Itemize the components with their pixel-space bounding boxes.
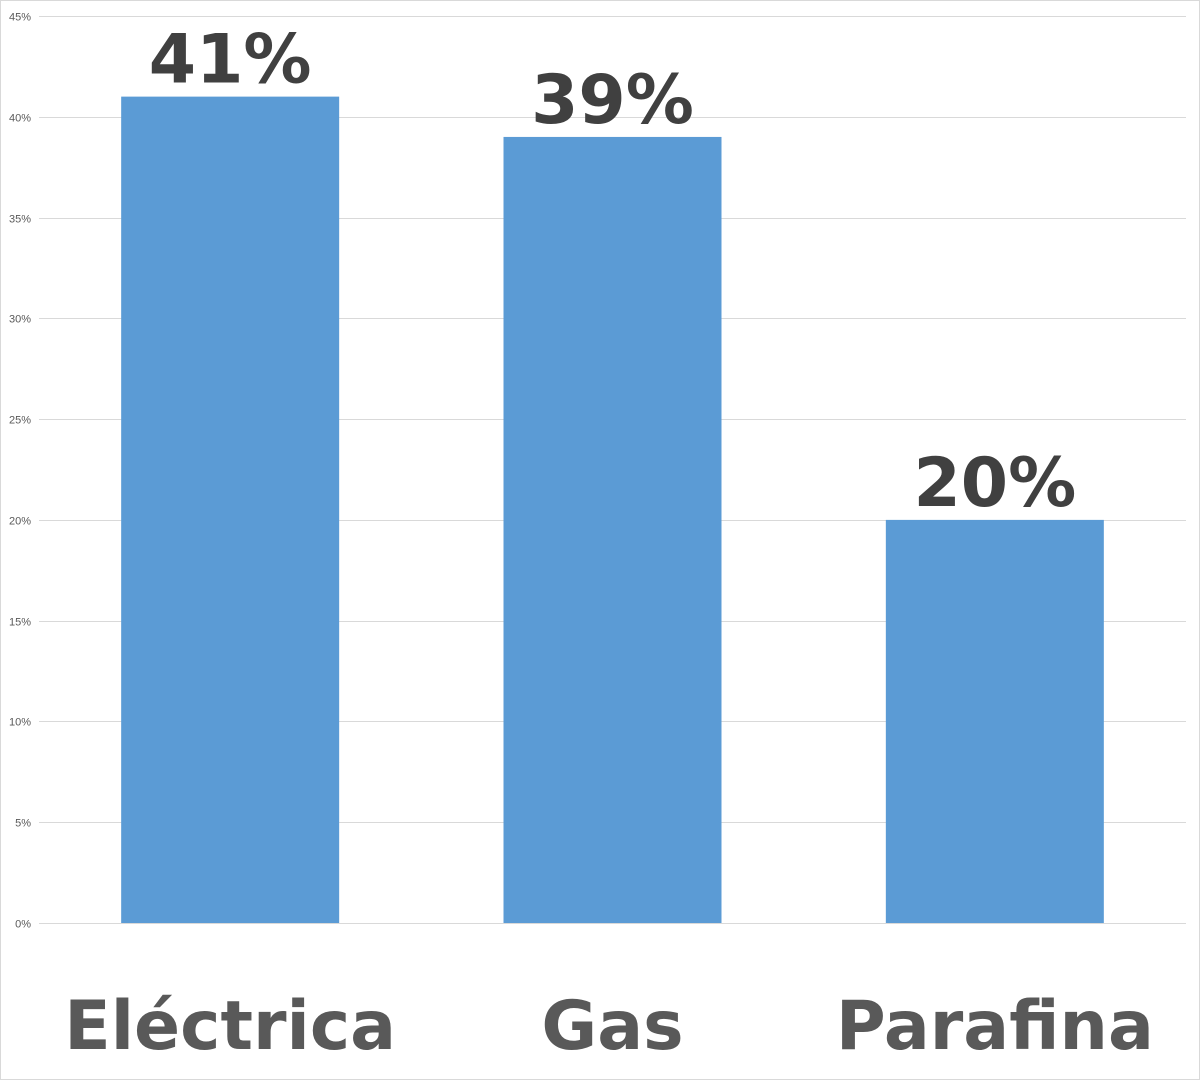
y-tick-label: 35% (9, 214, 31, 226)
category-label: Parafina (836, 987, 1154, 1066)
bar-2 (885, 519, 1104, 923)
data-label: 39% (531, 61, 694, 140)
y-tick-label: 0% (15, 919, 31, 931)
y-axis-ticks: 0% 5% 10% 15% 20% 25% 30% 35% 40% 45% (9, 12, 31, 931)
category-labels: Eléctrica Gas Parafina (64, 987, 1154, 1066)
y-tick-label: 30% (9, 314, 31, 326)
y-tick-label: 40% (9, 113, 31, 125)
category-label: Gas (541, 987, 683, 1066)
data-label: 41% (149, 21, 312, 100)
category-label: Eléctrica (64, 987, 396, 1066)
y-tick-label: 5% (15, 818, 31, 830)
y-tick-label: 10% (9, 717, 31, 729)
y-tick-label: 25% (9, 415, 31, 427)
y-tick-label: 20% (9, 516, 31, 528)
data-label: 20% (913, 444, 1076, 523)
bars (121, 96, 1104, 924)
bar-1 (503, 136, 722, 923)
y-tick-label: 45% (9, 12, 31, 24)
y-tick-label: 15% (9, 617, 31, 629)
bar-0 (121, 96, 340, 924)
data-labels: 41% 39% 20% (149, 21, 1076, 523)
